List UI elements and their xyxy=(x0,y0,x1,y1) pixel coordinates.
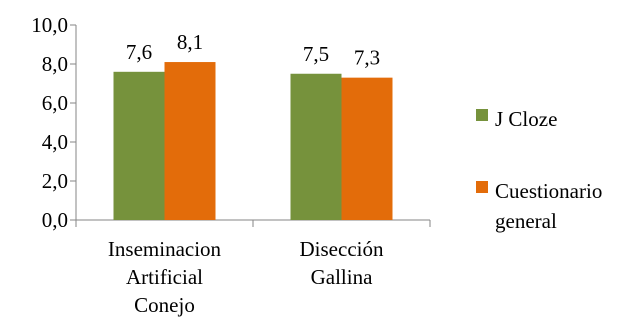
legend-swatch-cuestionario xyxy=(476,181,488,193)
bar-jcloze-2 xyxy=(290,73,342,220)
bar-cuestionario-1 xyxy=(164,62,216,220)
legend-label: general xyxy=(495,209,557,233)
y-tick-label: 4,0 xyxy=(42,130,68,154)
y-tick-label: 10,0 xyxy=(31,13,68,37)
y-tick-label: 0,0 xyxy=(42,208,68,232)
data-label: 8,1 xyxy=(177,30,203,54)
bars xyxy=(113,62,393,221)
category-label: Conejo xyxy=(134,293,195,317)
y-tick-label: 2,0 xyxy=(42,169,68,193)
category-label: Artificial xyxy=(126,265,203,289)
data-label: 7,3 xyxy=(354,46,380,70)
y-tick-label: 6,0 xyxy=(42,91,68,115)
axes: 0,0 2,0 4,0 6,0 8,0 10,0 xyxy=(31,13,431,232)
category-label: Gallina xyxy=(311,265,373,289)
category-label: Disección xyxy=(300,237,384,261)
category-label: Inseminacion xyxy=(108,237,222,261)
y-tick-label: 8,0 xyxy=(42,52,68,76)
legend-label: J Cloze xyxy=(495,107,557,131)
bar-cuestionario-2 xyxy=(341,77,393,221)
data-label: 7,6 xyxy=(126,40,152,64)
data-label: 7,5 xyxy=(303,42,329,66)
legend-swatch-jcloze xyxy=(476,109,488,121)
bar-jcloze-1 xyxy=(113,71,165,220)
legend-label: Cuestionario xyxy=(495,179,602,203)
labels: 7,6 8,1 Inseminacion Artificial Conejo 7,5 7,3… xyxy=(108,30,384,317)
legend: J Cloze Cuestionario general xyxy=(476,107,602,233)
